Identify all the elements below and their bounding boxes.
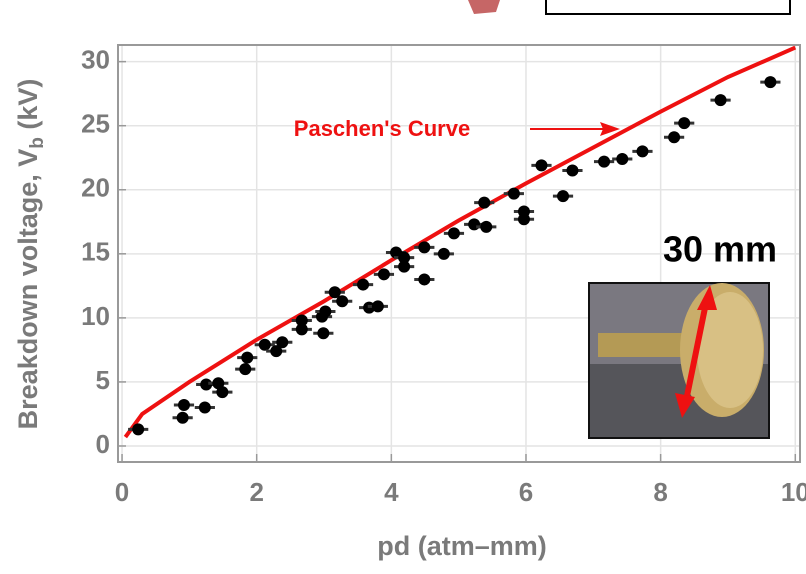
data-point xyxy=(336,295,349,308)
dimension-arrow xyxy=(682,297,710,407)
y-axis-title-unit: (kV) xyxy=(13,79,43,138)
grid xyxy=(118,45,800,462)
data-point xyxy=(507,187,520,200)
data-point xyxy=(241,351,254,364)
x-tick-label: 8 xyxy=(653,477,667,507)
arrowhead xyxy=(675,393,695,418)
arrowhead xyxy=(697,285,717,310)
plot-frame xyxy=(117,44,801,463)
screw-thread xyxy=(598,333,688,357)
data-point xyxy=(295,314,308,327)
data-point xyxy=(714,94,727,107)
x-axis-title: pd (atm–mm) xyxy=(377,531,547,561)
y-tick-label: 20 xyxy=(81,173,110,203)
data-point xyxy=(418,241,431,254)
data-point xyxy=(177,398,190,411)
data-point xyxy=(764,76,777,89)
top-decoration xyxy=(468,0,791,15)
data-point xyxy=(478,196,491,209)
data-point xyxy=(377,268,390,281)
x-tick-label: 2 xyxy=(249,477,263,507)
y-tick-label: 30 xyxy=(81,45,110,75)
data-point xyxy=(176,411,189,424)
data-point xyxy=(566,164,579,177)
data-point xyxy=(200,378,213,391)
y-tick-label: 0 xyxy=(96,429,110,459)
curve xyxy=(123,45,797,439)
data-point xyxy=(468,218,481,231)
data-point xyxy=(678,117,691,130)
data-point xyxy=(295,323,308,336)
data-point xyxy=(198,401,211,414)
y-axis-title: Breakdown voltage, Vb (kV) xyxy=(13,79,48,430)
y-tick-label: 5 xyxy=(96,365,110,395)
data-point xyxy=(212,377,225,390)
data-point xyxy=(258,338,271,351)
data-point xyxy=(668,131,681,144)
data-point xyxy=(270,345,283,358)
data-point xyxy=(598,155,611,168)
x-tick-label: 6 xyxy=(519,477,533,507)
data-point xyxy=(398,251,411,264)
data-point xyxy=(398,260,411,273)
data-point xyxy=(239,363,252,376)
data-point xyxy=(276,336,289,349)
data-point xyxy=(616,153,629,166)
data-point xyxy=(437,247,450,260)
inset-photo xyxy=(588,282,770,439)
y-axis-title-sub: b xyxy=(27,137,48,149)
data-point xyxy=(480,220,493,233)
data-point xyxy=(517,213,530,226)
y-tick-label: 10 xyxy=(81,301,110,331)
y-axis-title-main: Breakdown voltage, V xyxy=(13,149,43,430)
screw-head-face xyxy=(697,292,763,408)
x-tick-label: 10 xyxy=(781,477,806,507)
y-tick-label: 15 xyxy=(81,237,110,267)
data-point xyxy=(328,286,341,299)
data-point xyxy=(447,227,460,240)
x-tick-label: 4 xyxy=(384,477,399,507)
data-point xyxy=(636,145,649,158)
annotation-label: Paschen's Curve xyxy=(294,116,470,141)
data-point xyxy=(357,278,370,291)
annotation-arrowhead xyxy=(600,122,620,136)
data-point xyxy=(535,159,548,172)
y-tick-label: 25 xyxy=(81,109,110,139)
data-point xyxy=(319,305,332,318)
data-point xyxy=(132,423,145,436)
inset-label: 30 mm xyxy=(663,229,777,270)
data-point xyxy=(216,386,229,399)
x-tick-label: 0 xyxy=(115,477,129,507)
data-point xyxy=(371,300,384,313)
data-point xyxy=(418,273,431,286)
data-point xyxy=(557,190,570,203)
data-point xyxy=(317,327,330,340)
